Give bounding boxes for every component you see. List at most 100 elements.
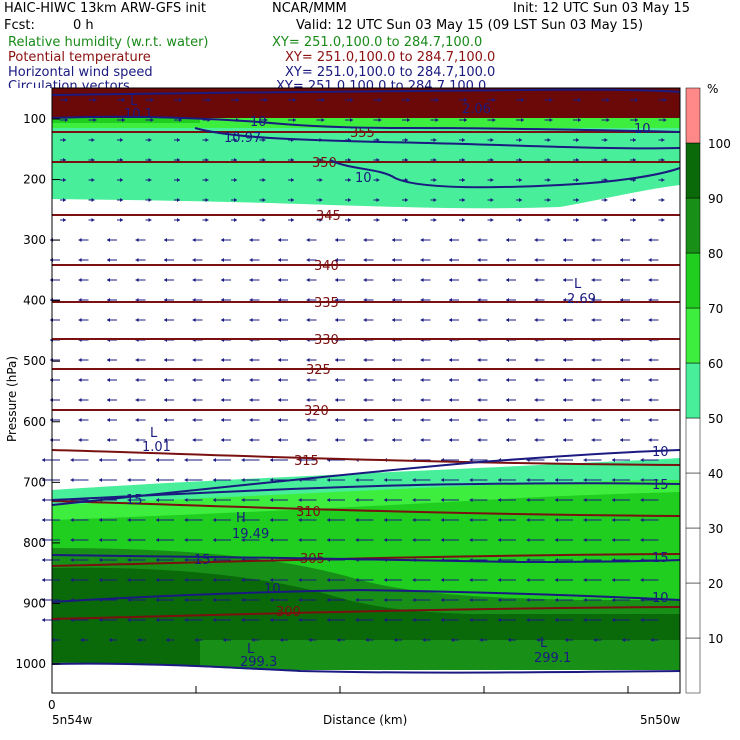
wind-vector-head bbox=[620, 238, 623, 242]
wind-vector-head bbox=[536, 638, 540, 642]
y-tick-label: 400 bbox=[23, 294, 46, 308]
wind-vector-head bbox=[498, 538, 501, 542]
wind-vector-head bbox=[405, 218, 408, 222]
colorbar-swatch bbox=[685, 527, 701, 584]
wind-vector-head bbox=[241, 458, 245, 462]
wind-vector-head bbox=[319, 198, 323, 202]
wind-vector-head bbox=[327, 478, 330, 482]
wind-vector-head bbox=[612, 498, 615, 502]
wind-vector-head bbox=[363, 318, 367, 322]
wind-vector-head bbox=[583, 578, 587, 582]
wind-vector-head bbox=[306, 418, 310, 422]
wind-vector-head bbox=[422, 638, 426, 642]
wind-vector-head bbox=[192, 238, 196, 242]
wind-vector-head bbox=[156, 498, 159, 502]
colorbar-swatch bbox=[685, 87, 701, 144]
wind-vector-head bbox=[63, 178, 66, 182]
wind-vector-head bbox=[278, 398, 281, 402]
wind-vector-head bbox=[306, 358, 310, 362]
wind-vector-head bbox=[91, 138, 95, 142]
wind-vector-head bbox=[392, 258, 395, 262]
wind-vector-head bbox=[648, 278, 652, 282]
wind-vector-head bbox=[526, 518, 530, 522]
wind-vector-head bbox=[477, 378, 481, 382]
wind-vector-head bbox=[298, 578, 302, 582]
wind-vector-head bbox=[249, 438, 253, 442]
theta-contour-label: 310 bbox=[296, 505, 321, 520]
wind-vector-head bbox=[620, 398, 623, 402]
theta-contour-label: 320 bbox=[304, 404, 329, 419]
wind-vector-head bbox=[262, 138, 266, 142]
wind-vector-head bbox=[506, 358, 509, 362]
wind-contour-10-upper-d bbox=[329, 159, 681, 189]
wind-vector-head bbox=[612, 478, 615, 482]
x-end-label: 5n50w bbox=[640, 713, 681, 727]
wind-vector-head bbox=[563, 398, 566, 402]
wind-vector-head bbox=[506, 378, 509, 382]
wind-vector-head bbox=[648, 398, 652, 402]
wind-vector-head bbox=[278, 378, 281, 382]
wind-vector-head bbox=[420, 358, 424, 362]
wind-vector-head bbox=[63, 198, 66, 202]
wind-vector-head bbox=[241, 578, 245, 582]
wind-vector-head bbox=[135, 438, 139, 442]
wind-vector-head bbox=[65, 98, 68, 102]
fcst-label: Fcst: bbox=[4, 18, 35, 33]
wind-vector-head bbox=[376, 198, 380, 202]
wind-vector-head bbox=[633, 138, 636, 142]
init-time: Init: 12 UTC Sun 03 May 15 bbox=[513, 1, 690, 16]
wind-vector-head bbox=[164, 318, 167, 322]
rh-90-lower bbox=[52, 567, 680, 640]
wind-vector-head bbox=[355, 618, 359, 622]
wind-vector-head bbox=[506, 238, 509, 242]
wind-vector-head bbox=[249, 258, 253, 262]
contour-labels: 10 15 10 15 15 15 10 10 10 10 L 10.1 10.… bbox=[124, 94, 669, 670]
wind-vector-head bbox=[91, 178, 95, 182]
x-tick-zero: 0 bbox=[48, 698, 56, 712]
colorbar-swatch bbox=[685, 637, 701, 694]
theta-contour-line bbox=[51, 449, 681, 466]
theta-contour-line bbox=[51, 500, 681, 517]
wind-vector-head bbox=[534, 418, 538, 422]
wind-vector-head bbox=[184, 538, 188, 542]
wind-vector-head bbox=[376, 218, 380, 222]
wind-vector-head bbox=[135, 418, 139, 422]
y-tick-label: 300 bbox=[23, 233, 46, 247]
wind-vector-head bbox=[327, 498, 330, 502]
wind-vector-head bbox=[262, 178, 266, 182]
wind-vector-head bbox=[327, 598, 330, 602]
wind-vector-head bbox=[420, 278, 424, 282]
wind-vector-head bbox=[441, 578, 444, 582]
wind-vector-head bbox=[335, 378, 338, 382]
colorbar-swatch bbox=[685, 472, 701, 529]
wind-vector-head bbox=[335, 278, 338, 282]
wind-vector-head bbox=[661, 178, 665, 182]
wind-vector-head bbox=[306, 238, 310, 242]
wind-vector-head bbox=[264, 98, 268, 102]
wind-vector-head bbox=[441, 518, 444, 522]
wind-vector-head bbox=[661, 198, 665, 202]
wind-vector-head bbox=[298, 598, 302, 602]
wind-vector-head bbox=[640, 618, 644, 622]
wind-vector-head bbox=[526, 578, 530, 582]
colorbar-label: 30 bbox=[708, 522, 723, 536]
wind-vector-head bbox=[135, 278, 139, 282]
wind-vector-head bbox=[563, 358, 566, 362]
wind-vector-head bbox=[234, 178, 237, 182]
wind-vector-head bbox=[534, 438, 538, 442]
wind-vector-head bbox=[661, 218, 665, 222]
wind-vector-head bbox=[420, 438, 424, 442]
wind-vector-head bbox=[490, 218, 494, 222]
wind-vector-head bbox=[236, 98, 239, 102]
wind-vector-head bbox=[164, 238, 167, 242]
wind-contour-10-upper-c bbox=[194, 127, 681, 150]
wind-vector-head bbox=[213, 518, 216, 522]
field-wind-xy: XY= 251.0,100.0 to 284.7,100.0 bbox=[285, 65, 496, 80]
wind-vector-head bbox=[547, 198, 551, 202]
colorbar-swatch bbox=[685, 142, 701, 199]
wind-vector-head bbox=[107, 238, 110, 242]
wind-vector-head bbox=[490, 198, 494, 202]
extremum-mark: L bbox=[540, 636, 548, 651]
wind-vector-head bbox=[42, 618, 45, 622]
wind-vector-head bbox=[441, 538, 444, 542]
